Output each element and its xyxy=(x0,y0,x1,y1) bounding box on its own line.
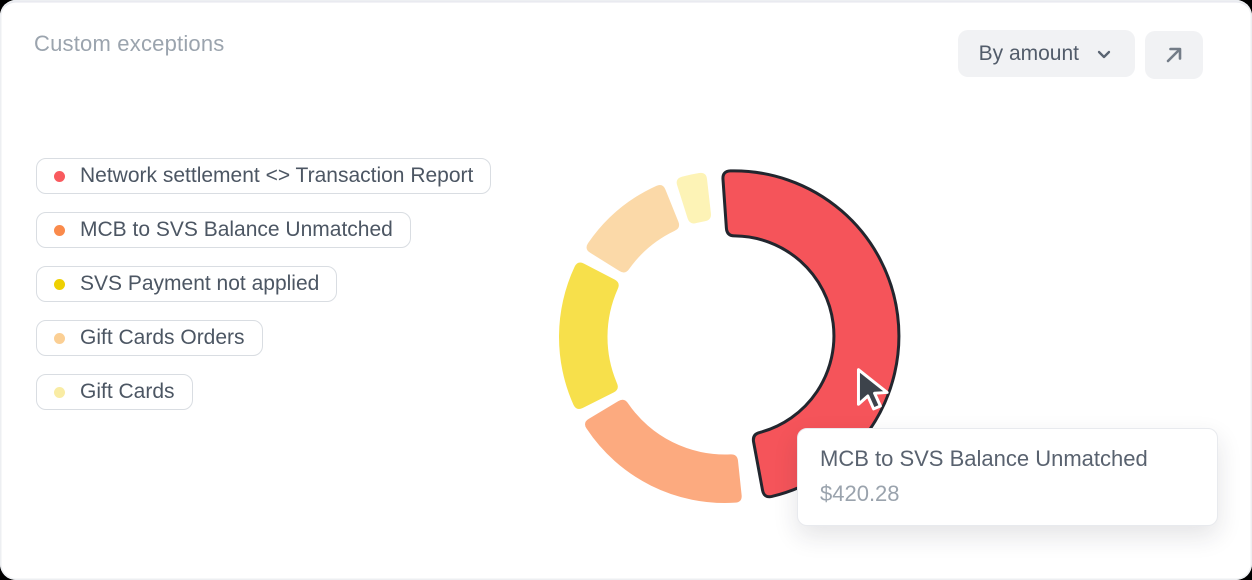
tooltip-segment-value: $420.28 xyxy=(820,481,900,506)
legend-dot-icon xyxy=(54,224,65,236)
donut-slice-network-settlement-transaction-report[interactable] xyxy=(721,169,901,499)
donut-slice-gift-cards[interactable] xyxy=(676,172,711,224)
donut-slice-svs-payment-not-applied[interactable] xyxy=(559,262,619,409)
legend-dot-icon xyxy=(54,170,65,182)
expand-chart-button[interactable] xyxy=(1145,31,1203,79)
legend-item-label: SVS Payment not applied xyxy=(80,272,320,295)
legend-item-label: MCB to SVS Balance Unmatched xyxy=(80,218,393,241)
tooltip-segment-label: MCB to SVS Balance Unmatched xyxy=(820,446,1148,471)
legend-item-label: Gift Cards xyxy=(80,380,175,403)
legend-item-label: Gift Cards Orders xyxy=(80,326,245,349)
legend-item-label: Network settlement <> Transaction Report xyxy=(80,164,474,187)
legend-item-network-settlement[interactable]: Network settlement <> Transaction Report xyxy=(36,158,492,194)
sort-by-dropdown-label: By amount xyxy=(978,41,1079,65)
legend-dot-icon xyxy=(54,332,65,344)
donut-slice-mcb-to-svs-balance-unmatched[interactable] xyxy=(585,399,742,504)
card-title: Custom exceptions xyxy=(34,31,225,56)
legend-item-svs-payment[interactable]: SVS Payment not applied xyxy=(36,266,338,302)
sort-by-dropdown[interactable]: By amount xyxy=(957,30,1135,77)
donut-slice-gift-cards-orders[interactable] xyxy=(586,185,680,273)
legend-item-gift-cards[interactable]: Gift Cards xyxy=(36,374,193,410)
arrow-up-right-icon xyxy=(1161,42,1187,68)
chart-tooltip: MCB to SVS Balance Unmatched $420.28 xyxy=(797,428,1218,526)
chart-legend: Network settlement <> Transaction Report… xyxy=(36,158,492,428)
legend-item-gift-cards-orders[interactable]: Gift Cards Orders xyxy=(36,320,263,356)
legend-dot-icon xyxy=(54,278,65,290)
legend-item-mcb-to-svs[interactable]: MCB to SVS Balance Unmatched xyxy=(36,212,411,248)
legend-dot-icon xyxy=(54,386,65,398)
chevron-down-icon xyxy=(1093,43,1115,65)
